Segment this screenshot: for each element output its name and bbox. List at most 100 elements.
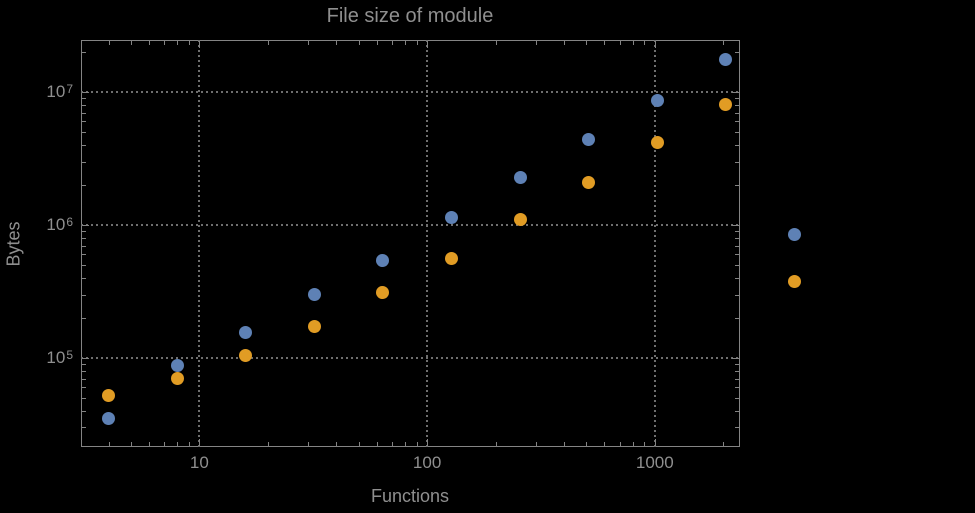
y-tick-right — [735, 98, 739, 99]
y-tick-left — [82, 371, 86, 372]
y-tick-label: 107 — [46, 81, 73, 101]
x-tick-top — [417, 41, 418, 45]
x-tick-top — [405, 41, 406, 45]
orange-series-point — [513, 213, 527, 227]
x-tick-bottom — [377, 442, 378, 446]
y-gridline — [81, 356, 740, 359]
y-tick-left — [82, 162, 86, 163]
x-tick-top — [131, 41, 132, 45]
blue-series-point — [102, 412, 116, 426]
y-tick-right — [735, 145, 739, 146]
y-tick-left — [82, 225, 89, 226]
x-tick-bottom — [723, 442, 724, 446]
y-tick-left — [82, 238, 86, 239]
x-tick-bottom — [417, 442, 418, 446]
x-tick-bottom — [644, 442, 645, 446]
x-tick-top — [336, 41, 337, 45]
y-tick-right — [735, 427, 739, 428]
x-axis-label: Functions — [370, 486, 450, 506]
x-tick-top — [604, 41, 605, 45]
orange-series-point — [239, 348, 253, 362]
y-tick-left — [82, 52, 86, 53]
y-tick-right — [735, 121, 739, 122]
y-tick-right — [735, 265, 739, 266]
x-tick-bottom — [536, 442, 537, 446]
x-tick-top — [164, 41, 165, 45]
x-tick-bottom — [199, 439, 200, 446]
y-tick-left — [82, 105, 86, 106]
y-tick-left — [82, 364, 86, 365]
x-tick-top — [427, 41, 428, 48]
y-tick-left — [82, 265, 86, 266]
y-tick-right — [735, 52, 739, 53]
blue-series-point — [376, 253, 390, 267]
y-tick-left — [82, 98, 86, 99]
x-gridline — [426, 40, 429, 447]
x-tick-top — [496, 41, 497, 45]
y-tick-right — [735, 231, 739, 232]
y-tick-label: 106 — [46, 214, 73, 234]
x-tick-top — [268, 41, 269, 45]
blue-series-point — [307, 288, 321, 302]
chart-title: File size of module — [326, 5, 494, 27]
x-tick-bottom — [149, 442, 150, 446]
x-tick-bottom — [427, 439, 428, 446]
y-tick-left — [82, 121, 86, 122]
x-tick-bottom — [496, 442, 497, 446]
x-tick-bottom — [336, 442, 337, 446]
x-tick-label: 10 — [189, 453, 209, 472]
x-gridline — [198, 40, 201, 447]
x-tick-top — [177, 41, 178, 45]
x-tick-bottom — [633, 442, 634, 446]
blue-series-point — [650, 94, 664, 108]
y-tick-right — [735, 105, 739, 106]
x-tick-bottom — [620, 442, 621, 446]
y-tick-right — [732, 92, 739, 93]
y-tick-left — [82, 113, 86, 114]
y-tick-left — [82, 231, 86, 232]
x-tick-top — [586, 41, 587, 45]
y-tick-right — [735, 411, 739, 412]
x-tick-bottom — [177, 442, 178, 446]
blue-series-point — [787, 227, 801, 241]
x-tick-top — [633, 41, 634, 45]
x-tick-top — [392, 41, 393, 45]
y-tick-left — [82, 427, 86, 428]
y-tick-left — [82, 387, 86, 388]
y-tick-right — [735, 398, 739, 399]
blue-series-point — [170, 359, 184, 373]
x-tick-top — [149, 41, 150, 45]
y-tick-right — [735, 254, 739, 255]
x-tick-bottom — [586, 442, 587, 446]
y-tick-left — [82, 132, 86, 133]
x-tick-bottom — [268, 442, 269, 446]
blue-series-point — [582, 133, 596, 147]
x-tick-top — [109, 41, 110, 45]
x-tick-bottom — [131, 442, 132, 446]
y-tick-left — [82, 398, 86, 399]
x-tick-top — [723, 41, 724, 45]
y-tick-left — [82, 246, 86, 247]
x-tick-top — [199, 41, 200, 48]
y-tick-left — [82, 295, 86, 296]
x-tick-bottom — [405, 442, 406, 446]
x-tick-bottom — [604, 442, 605, 446]
x-tick-bottom — [392, 442, 393, 446]
x-gridline — [653, 40, 656, 447]
x-tick-top — [377, 41, 378, 45]
y-tick-right — [735, 318, 739, 319]
blue-series-point — [513, 171, 527, 185]
y-gridline — [81, 90, 740, 93]
x-tick-bottom — [189, 442, 190, 446]
y-tick-right — [735, 364, 739, 365]
orange-series-point — [582, 175, 596, 189]
x-tick-top — [536, 41, 537, 45]
orange-series-point — [719, 98, 733, 112]
x-tick-top — [644, 41, 645, 45]
orange-series-point — [650, 136, 664, 150]
blue-series-point — [719, 53, 733, 67]
y-tick-left — [82, 145, 86, 146]
y-tick-left — [82, 358, 89, 359]
y-tick-left — [82, 254, 86, 255]
